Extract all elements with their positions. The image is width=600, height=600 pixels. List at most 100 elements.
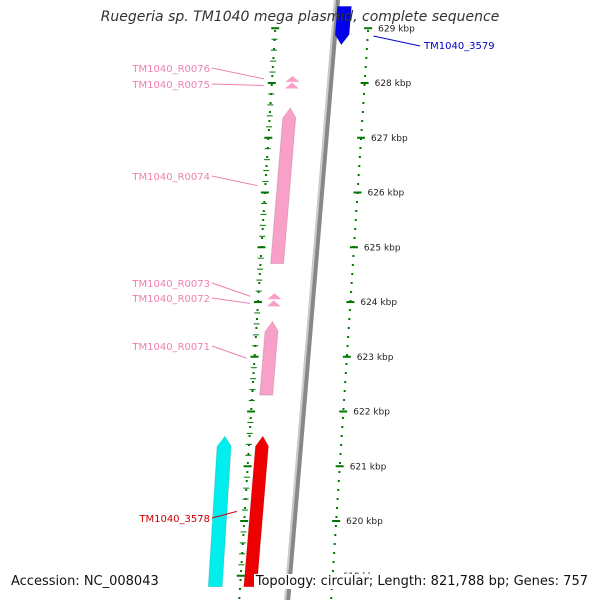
scale-tick-label: 624 kbp bbox=[360, 298, 397, 308]
feature-cyan-cds[interactable] bbox=[208, 436, 232, 587]
inner-dot-ring-dot bbox=[255, 318, 258, 320]
feature-tm1040-3578[interactable] bbox=[243, 436, 269, 587]
label-leader-line bbox=[211, 510, 237, 519]
inner-dot-ring-dot bbox=[259, 255, 262, 257]
label-leader-line bbox=[373, 35, 421, 47]
outer-dot-ring-dot bbox=[350, 282, 353, 284]
scale-tick-label: 623 kbp bbox=[357, 353, 394, 363]
outer-dot-ring-dot bbox=[357, 174, 360, 176]
outer-dot-ring-dot bbox=[338, 462, 341, 464]
feature-label[interactable]: TM1040_R0072 bbox=[131, 294, 210, 305]
inner-dot-ring-dot bbox=[273, 39, 276, 41]
scale-tick-label: 626 kbp bbox=[367, 189, 404, 199]
outer-dot-ring-dot bbox=[355, 201, 358, 203]
feature-tm1040-r0073[interactable] bbox=[267, 293, 282, 300]
inner-dot-ring-dot bbox=[261, 228, 264, 230]
feature-label[interactable]: TM1040_R0073 bbox=[131, 279, 210, 290]
inner-dot-ring-dot bbox=[239, 579, 242, 581]
scale-tick-label: 628 kbp bbox=[375, 79, 412, 89]
inner-dot-ring-dot bbox=[258, 282, 261, 284]
inner-dot-ring-dot bbox=[259, 264, 262, 266]
inner-dot-ring-dot bbox=[266, 156, 269, 158]
inner-dot-ring-dot bbox=[266, 147, 269, 149]
inner-dot-ring-dot bbox=[251, 381, 254, 383]
outer-dot-ring-dot bbox=[344, 381, 347, 383]
outer-dot-ring-dot bbox=[355, 210, 358, 212]
inner-dot-ring-dot bbox=[238, 588, 241, 590]
outer-dot-ring-dot bbox=[334, 534, 337, 536]
outer-dot-ring-dot bbox=[353, 237, 356, 239]
backbone-line bbox=[284, 0, 340, 600]
feature-label[interactable]: TM1040_R0071 bbox=[131, 342, 210, 353]
feature-label[interactable]: TM1040_R0076 bbox=[131, 64, 210, 75]
inner-dot-ring-dot bbox=[249, 426, 252, 428]
outer-dot-ring-dot bbox=[337, 489, 340, 491]
label-leader-line bbox=[211, 67, 265, 80]
outer-dot-ring-dot bbox=[364, 75, 367, 77]
outer-dot-ring-dot bbox=[358, 165, 361, 167]
label-leader-line bbox=[211, 345, 247, 359]
feature-label[interactable]: TM1040_R0074 bbox=[131, 172, 210, 183]
scale-tick-label: 622 kbp bbox=[353, 408, 390, 418]
feature-outline bbox=[207, 435, 232, 588]
outer-dot-ring-dot bbox=[344, 372, 347, 374]
outer-dot-ring-dot bbox=[336, 498, 339, 500]
inner-dot-ring-dot bbox=[262, 210, 265, 212]
inner-dot-ring-dot bbox=[272, 57, 275, 59]
outer-dot-ring-dot bbox=[366, 39, 369, 41]
outer-dot-ring-dot bbox=[347, 327, 350, 329]
inner-dot-ring-dot bbox=[243, 516, 246, 518]
inner-dot-ring-dot bbox=[272, 48, 275, 50]
inner-dot-ring-dot bbox=[257, 291, 260, 293]
inner-dot-ring-dot bbox=[274, 30, 277, 32]
outer-dot-ring-dot bbox=[358, 156, 361, 158]
outer-dot-ring-dot bbox=[346, 345, 349, 347]
outer-dot-ring-dot bbox=[350, 291, 353, 293]
outer-dot-ring-dot bbox=[330, 588, 333, 590]
outer-dot-ring-dot bbox=[359, 147, 362, 149]
outer-dot-ring-dot bbox=[351, 264, 354, 266]
label-leader-line bbox=[211, 282, 251, 297]
inner-dot-ring-dot bbox=[248, 435, 251, 437]
outer-dot-ring-dot bbox=[362, 102, 365, 104]
inner-dot-ring-dot bbox=[242, 525, 245, 527]
inner-dot-ring-dot bbox=[264, 183, 267, 185]
inner-dot-ring-dot bbox=[253, 354, 256, 356]
inner-dot-ring-dot bbox=[255, 327, 258, 329]
outer-dot-ring-dot bbox=[365, 48, 368, 50]
feature-tm1040-r0072[interactable] bbox=[266, 300, 281, 307]
inner-dot-ring-dot bbox=[244, 507, 247, 509]
feature-tm1040-r0074[interactable] bbox=[270, 107, 296, 264]
feature-label[interactable]: TM1040_3578 bbox=[138, 514, 210, 525]
backbone-highlight bbox=[284, 0, 336, 600]
inner-dot-ring-dot bbox=[242, 534, 245, 536]
outer-dot-ring-dot bbox=[357, 183, 360, 185]
inner-dot-ring-dot bbox=[246, 462, 249, 464]
outer-dot-ring-dot bbox=[330, 597, 333, 599]
outer-dot-ring-dot bbox=[345, 354, 348, 356]
feature-track bbox=[207, 5, 353, 588]
inner-dot-ring-dot bbox=[254, 336, 257, 338]
feature-tm1040-r0075[interactable] bbox=[284, 82, 299, 89]
inner-dot-ring-dot bbox=[241, 543, 244, 545]
feature-labels: TM1040_3579 TM1040_R0076 TM1040_R0075 TM104… bbox=[131, 35, 495, 525]
feature-tm1040-3579[interactable] bbox=[335, 6, 352, 45]
inner-dot-ring-dot bbox=[245, 489, 248, 491]
feature-tm1040-r0076[interactable] bbox=[285, 75, 300, 82]
outer-dot-ring-dot bbox=[333, 543, 336, 545]
outer-dot-ring-dot bbox=[339, 453, 342, 455]
feature-label[interactable]: TM1040_3579 bbox=[423, 41, 495, 52]
inner-dot-ring-dot bbox=[267, 138, 270, 140]
inner-dot-ring-dot bbox=[270, 84, 273, 86]
feature-label[interactable]: TM1040_R0075 bbox=[131, 80, 210, 91]
inner-dot-ring-dot bbox=[240, 570, 243, 572]
outer-dot-ring-dot bbox=[365, 57, 368, 59]
outer-dot-ring-dot bbox=[348, 309, 351, 311]
inner-dot-ring-dot bbox=[247, 453, 250, 455]
inner-dot-ring-dot bbox=[271, 75, 274, 77]
feature-tm1040-r0071[interactable] bbox=[259, 321, 279, 396]
scale-tick-label: 627 kbp bbox=[371, 134, 408, 144]
scale-tick-label: 625 kbp bbox=[364, 243, 401, 253]
